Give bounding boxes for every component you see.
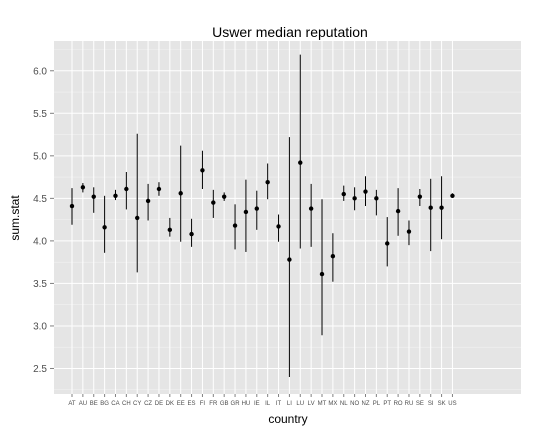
y-tick-label: 4.5 <box>33 194 47 205</box>
grid-minor <box>54 49 521 391</box>
x-tick-label: BE <box>90 401 98 407</box>
x-tick-label: HU <box>242 401 251 407</box>
median-point <box>308 206 314 211</box>
x-tick-label: IT <box>276 401 282 407</box>
x-tick-label: CA <box>111 401 119 407</box>
data-marks <box>69 54 455 377</box>
x-tick-label: LV <box>308 401 315 407</box>
y-tick-label: 3.0 <box>33 321 47 332</box>
median-point <box>406 229 412 234</box>
x-tick-label: NZ <box>361 401 369 407</box>
x-tick-label: NO <box>350 401 359 407</box>
median-point <box>330 254 336 259</box>
chart-title: Uswer median reputation <box>212 24 368 40</box>
median-point <box>265 180 270 185</box>
median-point <box>113 193 118 199</box>
median-point <box>124 186 129 192</box>
x-tick-label: LI <box>287 401 292 407</box>
x-tick-label: FI <box>200 401 206 407</box>
x-tick-label: DE <box>155 401 163 407</box>
x-tick-label: RO <box>394 401 403 407</box>
x-tick-label: FR <box>209 401 218 407</box>
median-point <box>298 160 303 165</box>
median-point <box>276 224 281 229</box>
median-point <box>254 206 259 211</box>
x-tick-label: IL <box>265 401 271 407</box>
median-point <box>450 193 455 199</box>
median-point <box>221 194 227 199</box>
median-point <box>80 185 86 190</box>
median-point <box>178 191 183 196</box>
median-point <box>352 196 357 201</box>
x-tick-label: CZ <box>144 401 152 407</box>
median-point <box>319 271 325 277</box>
x-tick-label: BG <box>100 401 109 407</box>
median-point <box>135 215 140 221</box>
median-point <box>102 225 107 230</box>
median-point <box>287 257 292 262</box>
x-tick-label: MX <box>328 401 337 407</box>
y-axis: 2.5 3.0 3.5 4.0 4.5 5.0 5.5 6.0 <box>33 66 54 375</box>
median-point <box>243 209 249 215</box>
median-point <box>145 198 151 204</box>
x-tick-label: PT <box>383 401 391 407</box>
x-tick-label: PL <box>373 401 381 407</box>
y-axis-title: sum.stat <box>8 195 22 241</box>
x-tick-label: DK <box>166 401 174 407</box>
x-tick-label: AU <box>79 401 87 407</box>
x-tick-label: IE <box>254 401 260 407</box>
x-tick-label: CY <box>133 401 141 407</box>
x-tick-label: CH <box>122 401 131 407</box>
x-tick-label: GB <box>220 401 229 407</box>
median-point <box>211 200 216 205</box>
x-tick-label: SK <box>438 401 446 407</box>
plot-panel <box>54 41 521 394</box>
x-tick-label: US <box>448 401 456 407</box>
y-tick-label: 5.0 <box>33 151 47 162</box>
median-point <box>417 194 423 199</box>
median-point <box>156 186 162 192</box>
x-tick-label: AT <box>68 401 76 407</box>
x-tick-label: NL <box>340 401 348 407</box>
x-axis-title: country <box>268 412 307 426</box>
median-point <box>439 205 444 210</box>
y-tick-label: 5.5 <box>33 109 47 120</box>
x-tick-label: SE <box>416 401 424 407</box>
median-point <box>200 168 205 173</box>
x-tick-label: LU <box>296 401 304 407</box>
median-point <box>232 223 238 228</box>
median-point <box>189 231 194 237</box>
x-tick-label: RU <box>405 401 414 407</box>
x-tick-label: SI <box>428 401 434 407</box>
y-tick-label: 3.5 <box>33 279 47 290</box>
median-point <box>395 208 401 214</box>
y-tick-label: 6.0 <box>33 66 47 77</box>
y-tick-label: 2.5 <box>33 364 47 375</box>
x-axis: AT AU BE BG CA CH CY CZ DE DK EE ES FI FR GB GR HU IE IL IT… <box>68 394 457 407</box>
x-tick-label: GR <box>231 401 241 407</box>
x-tick-label: ES <box>188 401 196 407</box>
x-tick-label: EE <box>177 401 185 407</box>
median-point <box>428 205 433 210</box>
median-point <box>167 227 173 233</box>
median-point <box>91 194 96 199</box>
x-tick-label: MT <box>318 401 327 407</box>
median-point <box>363 189 368 194</box>
y-tick-label: 4.0 <box>33 236 47 247</box>
median-point <box>374 196 379 201</box>
median-point <box>385 241 390 246</box>
median-point <box>341 191 346 197</box>
median-point <box>69 203 75 209</box>
